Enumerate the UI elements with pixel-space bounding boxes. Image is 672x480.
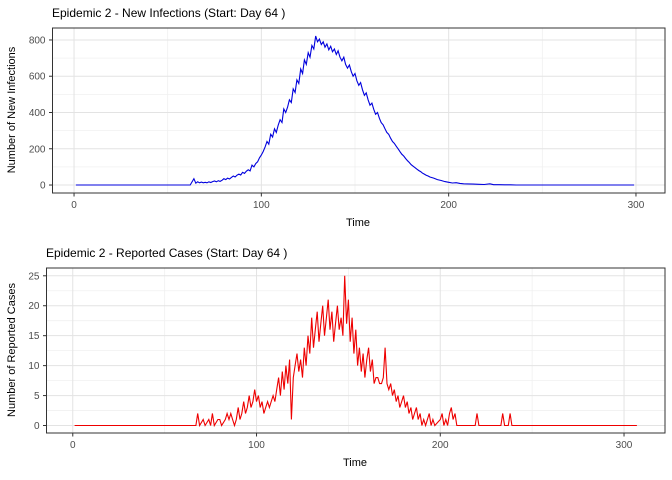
panel-border xyxy=(52,27,666,194)
y-axis-title: Number of New Infections xyxy=(6,46,18,173)
x-axis-tick-label: 0 xyxy=(70,440,76,451)
y-axis-tick-label: 20 xyxy=(28,301,40,312)
x-axis-tick-label: 200 xyxy=(432,440,449,451)
plot-layer: 0 100 200 300 0 200 400 600 800 xyxy=(29,27,666,211)
y-axis-tick-label: 15 xyxy=(28,331,40,342)
y-axis-tick-label: 800 xyxy=(29,35,46,46)
x-axis-tick-label: 0 xyxy=(71,200,77,211)
panel-title: Epidemic 2 - New Infections (Start: Day … xyxy=(52,6,285,20)
panel-border xyxy=(46,267,666,434)
data-series-line xyxy=(74,275,637,428)
plot-reported-cases: 0 100 200 300 0 5 10 15 20 25 Epidemic 2 - Report… xyxy=(6,246,666,469)
plot-layer: 0 100 200 300 0 5 10 15 20 25 xyxy=(28,267,666,451)
y-axis-tick-label: 0 xyxy=(40,181,46,192)
x-axis-title: Time xyxy=(346,217,370,229)
x-axis-title: Time xyxy=(343,457,367,469)
y-axis-tick-label: 0 xyxy=(34,421,40,432)
y-axis-tick-label: 5 xyxy=(34,391,40,402)
x-axis-tick-label: 300 xyxy=(628,200,645,211)
x-axis-tick-label: 300 xyxy=(616,440,633,451)
panel-title: Epidemic 2 - Reported Cases (Start: Day … xyxy=(46,246,287,260)
plot-new-infections: 0 100 200 300 0 200 400 600 800 Epidemic 2 - New… xyxy=(6,6,666,229)
y-axis-tick-label: 600 xyxy=(29,72,46,83)
x-axis-tick-label: 100 xyxy=(253,200,270,211)
y-axis-tick-label: 400 xyxy=(29,108,46,119)
panel-reported-cases: 0 100 200 300 0 5 10 15 20 25 Epidemic 2 - Report… xyxy=(0,240,672,480)
panel-new-infections: 0 100 200 300 0 200 400 600 800 Epidemic 2 - New… xyxy=(6,6,666,229)
y-axis-title: Number of Reported Cases xyxy=(6,283,18,417)
x-axis-tick-label: 100 xyxy=(248,440,265,451)
x-axis-tick-label: 200 xyxy=(440,200,457,211)
y-axis-tick-label: 200 xyxy=(29,144,46,155)
data-series-line xyxy=(75,35,635,186)
y-axis-tick-label: 25 xyxy=(28,271,40,282)
y-axis-tick-label: 10 xyxy=(28,361,40,372)
